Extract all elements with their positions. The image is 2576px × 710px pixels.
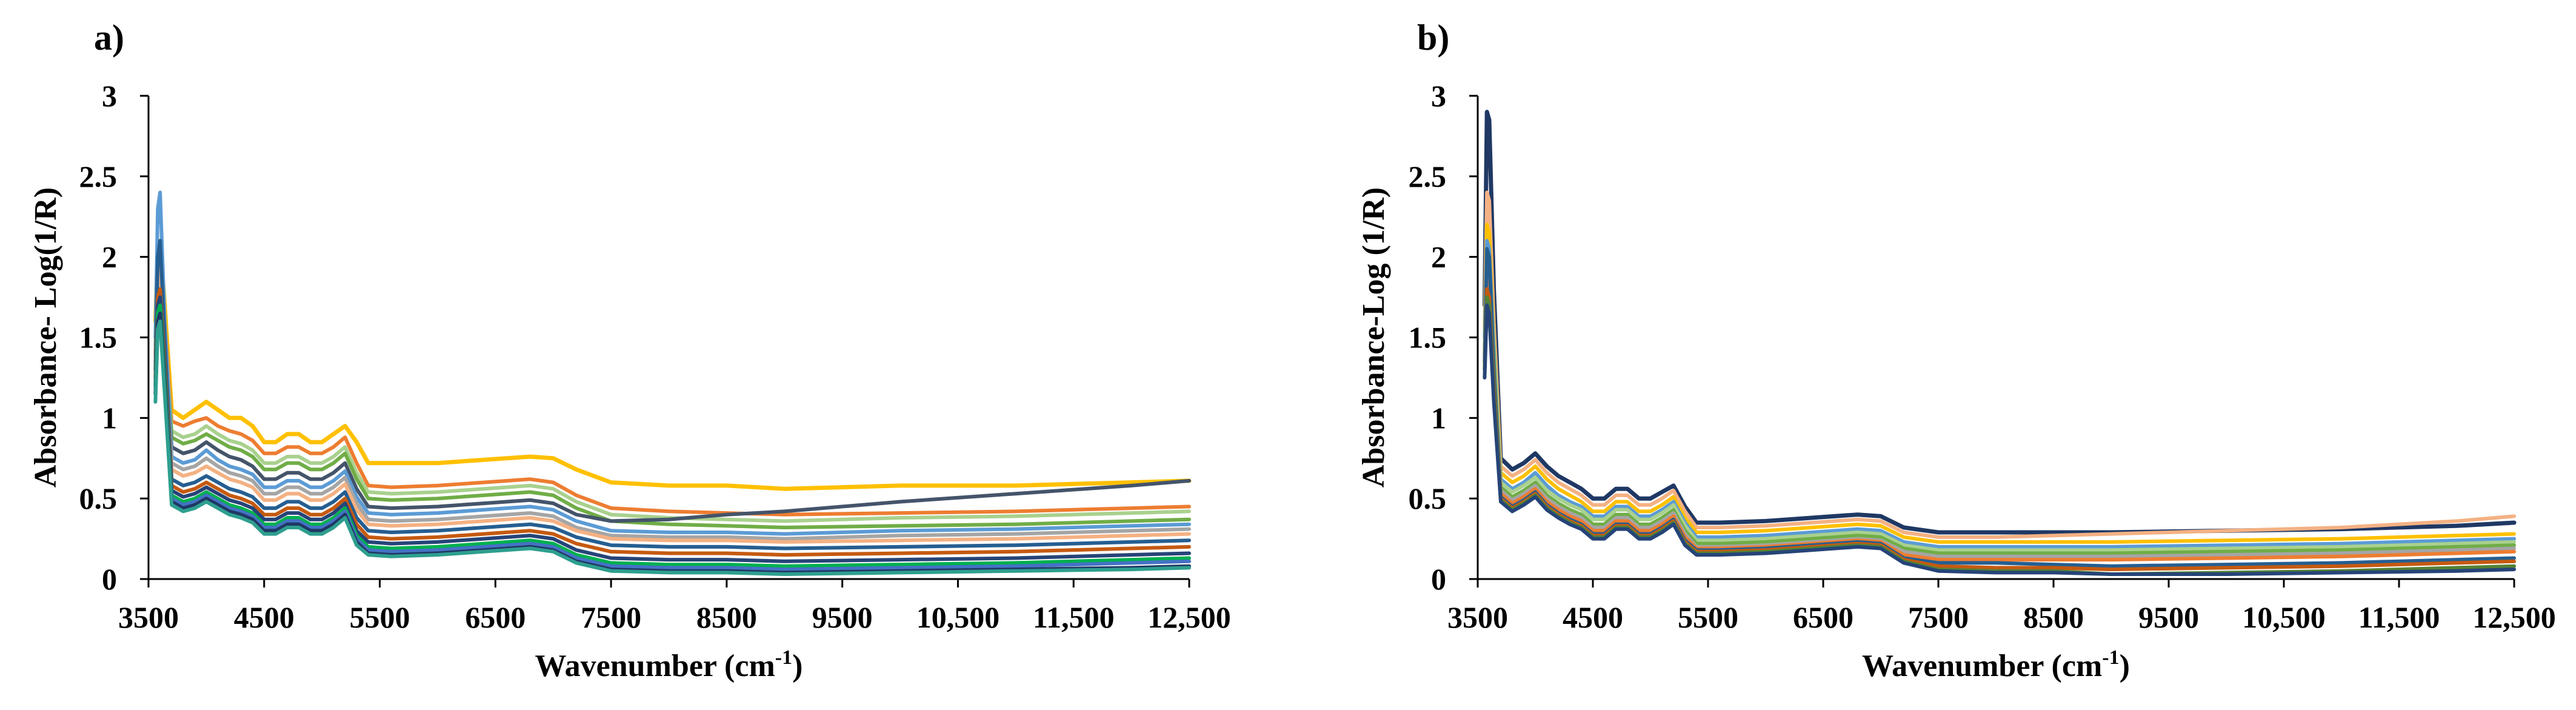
y-tick-label: 3 [102, 79, 117, 113]
x-tick-label: 6500 [465, 600, 526, 634]
series-line-s8 [153, 263, 1191, 544]
series-line-s10 [153, 287, 1191, 557]
series-line-s4 [153, 263, 1191, 529]
series-line-s8 [1483, 279, 2516, 562]
y-tick-label: 2 [1431, 240, 1446, 274]
y-tick-label: 0.5 [1409, 481, 1447, 515]
x-tick-label: 7500 [581, 600, 641, 634]
series-line-s7 [153, 279, 1191, 541]
x-tick-label: 9500 [2138, 600, 2199, 634]
series-line-s1 [153, 238, 1192, 491]
x-axis-title: Wavenumber (cm-1) [535, 646, 803, 683]
x-tick-label: 12,500 [2472, 600, 2556, 634]
x-tick-label: 4500 [234, 600, 295, 634]
x-tick-label: 6500 [1793, 600, 1854, 634]
series-line-s7 [1483, 271, 2516, 558]
x-tick-label: 3500 [118, 600, 179, 634]
x-tick-label: 3500 [1447, 600, 1508, 634]
x-axis-title-main: Wavenumber (cm [535, 649, 775, 683]
series-line-s1 [1482, 110, 2517, 535]
series-group [153, 190, 1192, 576]
x-axis-title-end: ) [2120, 649, 2130, 683]
series-line-s6 [1483, 263, 2516, 555]
x-tick-label: 8500 [696, 600, 757, 634]
series-line-s5 [1483, 255, 2516, 552]
y-tick-label: 0.5 [79, 481, 118, 515]
series-line-s4 [1483, 239, 2516, 549]
x-axis-title-superscript: -1 [775, 646, 792, 669]
y-tick-label: 3 [1431, 79, 1446, 113]
series-line-s9 [153, 239, 1191, 551]
y-axis-title: Absorbance-Log (1/R) [1356, 187, 1391, 487]
y-tick-label: 1.5 [1409, 321, 1447, 355]
y-tick-label: 2.5 [79, 159, 118, 193]
series-line-s5 [153, 271, 1191, 523]
x-axis-title-superscript: -1 [2102, 646, 2119, 669]
series-line-s3 [153, 255, 1191, 523]
x-tick-label: 10,500 [2242, 600, 2326, 634]
y-tick-label: 2.5 [1409, 159, 1447, 193]
series-line-s2 [1483, 190, 2516, 539]
series-group [1482, 110, 2517, 576]
series-line-s3 [1483, 223, 2516, 544]
panel-b: 3500 4500 5500 6500 7500 8500 9500 10,500 11,500… [1356, 18, 2556, 683]
x-tick-label: 11,500 [1033, 600, 1115, 634]
series-line-s15 [153, 319, 1191, 576]
panel-label: b) [1417, 18, 1449, 58]
x-axis-title-main: Wavenumber (cm [1862, 649, 2102, 683]
x-tick-label: 8500 [2023, 600, 2084, 634]
y-axis-title: Absorbance- Log(1/R) [28, 187, 63, 487]
x-tick-label: 5500 [350, 600, 410, 634]
x-axis-title: Wavenumber (cm-1) [1862, 646, 2130, 683]
panel-a: 3500 4500 5500 6500 7500 8500 9500 10,500 11,500… [28, 18, 1231, 683]
x-tick-label: 7500 [1908, 600, 1969, 634]
y-tick-label: 0 [1431, 562, 1446, 596]
x-tick-label: 12,500 [1147, 600, 1231, 634]
series-line-s11 [153, 295, 1191, 563]
series-line-s6 [153, 190, 1191, 536]
x-tick-label: 11,500 [2358, 600, 2440, 634]
series-line-s13 [153, 311, 1191, 572]
y-tick-label: 2 [102, 240, 117, 274]
x-tick-label: 4500 [1563, 600, 1623, 634]
x-tick-label: 10,500 [916, 600, 1000, 634]
y-tick-label: 1 [1431, 401, 1446, 435]
x-tick-label: 9500 [812, 600, 873, 634]
series-line-s12 [1483, 303, 2516, 576]
x-axis-title-end: ) [792, 649, 802, 683]
y-tick-label: 1.5 [79, 321, 118, 355]
y-tick-label: 0 [102, 562, 117, 596]
series-line-s2 [153, 247, 1191, 517]
series-line-s12 [153, 303, 1191, 568]
y-tick-label: 1 [102, 401, 117, 435]
panel-label: a) [94, 18, 124, 58]
x-tick-label: 5500 [1678, 600, 1738, 634]
